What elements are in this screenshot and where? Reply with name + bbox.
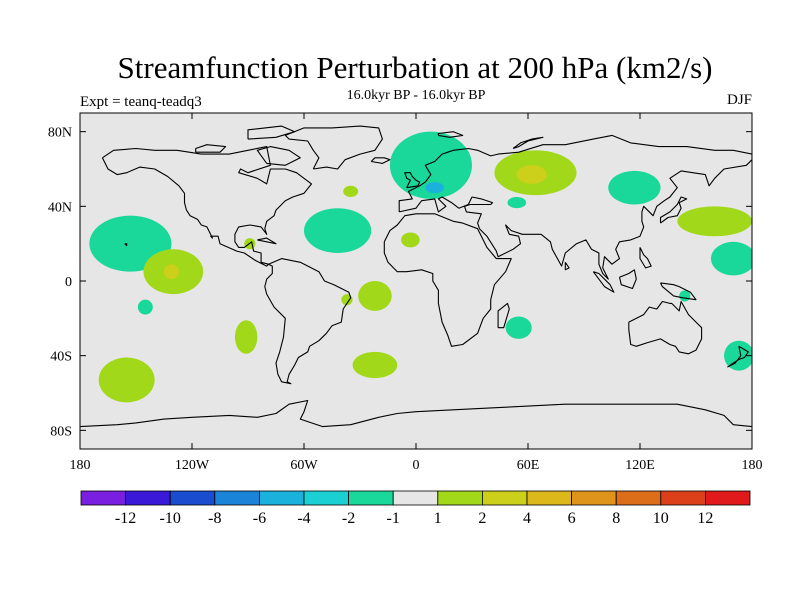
x-tick-label: 120E xyxy=(625,458,655,473)
colorbar-swatch xyxy=(392,490,439,506)
y-tick-label: 80N xyxy=(48,126,72,141)
australia-east-small-negative xyxy=(679,290,691,302)
colorbar-swatch xyxy=(615,490,662,506)
x-tick-label: 120W xyxy=(175,458,210,473)
coastline-iceland xyxy=(370,157,391,164)
colorbar-label: -4 xyxy=(297,510,310,527)
colorbar-label: -6 xyxy=(253,510,266,527)
coastline-south-america xyxy=(264,258,352,385)
coastlines xyxy=(80,125,752,428)
southeast-pacific-positive xyxy=(234,320,258,354)
y-tick-label: 40N xyxy=(48,200,72,215)
chart-title: Streamfunction Perturbation at 200 hPa (… xyxy=(117,50,713,85)
colorbar-swatch xyxy=(258,490,305,506)
south-atlantic-minor-positive xyxy=(341,294,353,306)
east-asia-negative xyxy=(608,170,661,205)
x-tick-label: 60W xyxy=(290,458,318,473)
y-axis: 80N 40N 0 40S 80S xyxy=(48,126,752,439)
colorbar-swatch xyxy=(348,490,394,506)
europe-negative xyxy=(389,131,472,199)
coastline-new-zealand xyxy=(727,345,749,368)
coastline-borneo xyxy=(618,269,637,290)
colorbar-swatch xyxy=(571,490,617,506)
central-asia-positive-core xyxy=(516,165,547,184)
west-pacific-positive xyxy=(677,206,752,237)
x-tick-label: 60E xyxy=(517,458,540,473)
coastline-uk xyxy=(404,172,421,189)
colorbar-label: -12 xyxy=(115,510,136,527)
x-tick-label: 0 xyxy=(413,458,420,473)
coastline-victoria-island xyxy=(195,144,227,153)
colorbar-swatch xyxy=(705,490,751,506)
coastline-ellesmere xyxy=(247,125,296,140)
coastline-madagascar xyxy=(497,302,510,329)
colorbar-swatch xyxy=(660,490,706,506)
colorbar-swatch xyxy=(481,490,528,506)
colorbar-swatch xyxy=(437,490,483,506)
coastline-sumatra xyxy=(592,271,615,293)
experiment-label: Expt = teanq-teadq3 xyxy=(80,94,202,110)
south-pacific-far-positive xyxy=(98,357,155,403)
coastline-australia xyxy=(628,300,703,355)
pacific-east-negative xyxy=(710,241,752,276)
y-tick-label: 0 xyxy=(65,275,72,290)
colorbar-label: 8 xyxy=(612,510,620,527)
colorbar-label: -10 xyxy=(160,510,181,527)
colorbar-swatch xyxy=(169,490,216,506)
colorbar-label: -1 xyxy=(387,510,400,527)
coastline-greenland xyxy=(284,125,383,170)
coastline-svalbard xyxy=(437,131,464,138)
coastline-north-america xyxy=(101,146,313,267)
colorbar-label: 1 xyxy=(434,510,442,527)
tropical-pacific-positive-core xyxy=(164,264,179,280)
colorbar-label: -2 xyxy=(342,510,355,527)
coastline-hawaii xyxy=(124,243,128,247)
europe-negative-core xyxy=(425,182,444,194)
coastline-eurasia xyxy=(398,134,752,280)
season-label: DJF xyxy=(726,92,752,108)
coastline-novaya-zemlya xyxy=(512,136,544,150)
colorbar-label: -8 xyxy=(208,510,221,527)
coastline-africa xyxy=(383,213,512,347)
south-atlantic-positive xyxy=(358,281,392,311)
coastline-cuba xyxy=(257,237,277,245)
south-atlantic-mid-positive xyxy=(352,351,398,379)
tasman-negative xyxy=(724,340,752,371)
colorbar-swatch xyxy=(526,490,572,506)
y-tick-label: 80S xyxy=(50,424,72,439)
indian-ocean-negative xyxy=(505,316,532,339)
colorbar-swatch xyxy=(80,490,126,506)
colorbar-label: 12 xyxy=(697,510,713,527)
north-america-east-negative xyxy=(304,208,372,254)
southwest-pacific-small-negative xyxy=(137,299,153,315)
colorbar-label: 4 xyxy=(523,510,531,527)
caspian-small-negative xyxy=(507,197,527,209)
coastline-new-guinea xyxy=(660,282,697,301)
x-axis: 180 120W 60W 0 60E 120E 180 xyxy=(70,113,763,473)
x-tick-label: 180 xyxy=(70,458,91,473)
x-tick-label: 180 xyxy=(742,458,763,473)
colorbar-swatch xyxy=(214,490,260,506)
contour-features xyxy=(89,131,752,403)
coastline-sri-lanka xyxy=(564,261,570,271)
colorbar-label: 6 xyxy=(568,510,576,527)
y-tick-label: 40S xyxy=(50,350,72,365)
coastline-japan xyxy=(659,196,688,224)
colorbar-label: 10 xyxy=(653,510,669,527)
africa-small-positive xyxy=(401,232,420,248)
coastline-baffin xyxy=(256,146,301,166)
colorbar-swatch xyxy=(125,490,171,506)
chart-subtitle: 16.0kyr BP - 16.0kyr BP xyxy=(346,88,486,103)
colorbar: -12 -10 -8 -6 -4 -2 -1 1 2 4 6 8 10 12 xyxy=(80,490,751,527)
coastline-antarctica xyxy=(80,399,752,428)
colorbar-label: 2 xyxy=(478,510,486,527)
coastline-philippines xyxy=(639,247,652,269)
colorbar-swatch xyxy=(303,490,349,506)
atlantic-small-negative xyxy=(343,185,359,197)
